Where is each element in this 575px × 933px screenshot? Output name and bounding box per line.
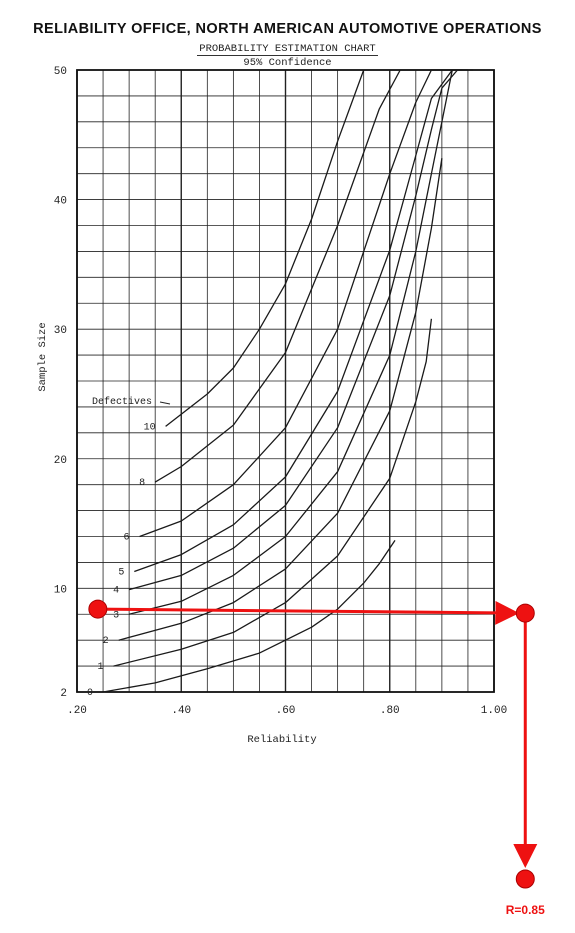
defectives-label: Defectives	[92, 396, 152, 408]
grid	[76, 69, 495, 693]
confidence-label: 95% Confidence	[243, 57, 332, 69]
y-tick-label: 40	[54, 196, 67, 208]
curve-label-1: 1	[97, 662, 103, 673]
curve-label-8: 8	[139, 478, 145, 489]
start-marker	[88, 599, 108, 619]
x-tick-label: 1.00	[481, 705, 507, 717]
plot-frame	[76, 69, 495, 693]
curve-label-10: 10	[144, 422, 156, 433]
chart-title: PROBABILITY ESTIMATION CHART	[197, 43, 378, 56]
x-tick-label: .60	[276, 705, 296, 717]
y-axis-label: Sample Size	[37, 322, 49, 391]
office-title: RELIABILITY OFFICE, NORTH AMERICAN AUTOM…	[33, 21, 542, 37]
curves	[102, 69, 479, 693]
curve-label-6: 6	[124, 533, 130, 544]
curve-label-2: 2	[103, 636, 109, 647]
defectives-curve-4	[128, 69, 458, 591]
x-tick-label: .20	[67, 705, 87, 717]
x-tick-label: .40	[171, 705, 191, 717]
result-label: R=0.85	[506, 903, 545, 917]
corner-marker	[515, 603, 535, 623]
y-tick-label: 2	[60, 688, 67, 700]
x-axis-label: Reliability	[247, 734, 316, 746]
defectives-curve-1	[113, 318, 433, 667]
annotation: R=0.85	[88, 599, 545, 917]
y-tick-label: 20	[54, 455, 67, 467]
horizontal-arrow	[97, 600, 520, 625]
defectives-curve-10	[165, 69, 479, 427]
defectives-curve-3	[128, 69, 453, 615]
defectives-curve-8	[154, 69, 474, 483]
curve-label-5: 5	[118, 567, 124, 578]
y-tick-label: 50	[54, 66, 67, 78]
y-tick-label: 10	[54, 584, 67, 596]
x-tick-label: .80	[380, 705, 400, 717]
defectives-curve-5	[134, 69, 463, 573]
defectives-pointer	[159, 401, 171, 405]
curve-label-4: 4	[113, 586, 119, 597]
curve-label-3: 3	[113, 610, 119, 621]
curve-label-0: 0	[87, 688, 93, 699]
defectives-curve-2	[118, 158, 443, 641]
end-marker	[515, 869, 535, 889]
defectives-curve-0	[102, 540, 396, 693]
y-tick-label: 30	[54, 325, 67, 337]
